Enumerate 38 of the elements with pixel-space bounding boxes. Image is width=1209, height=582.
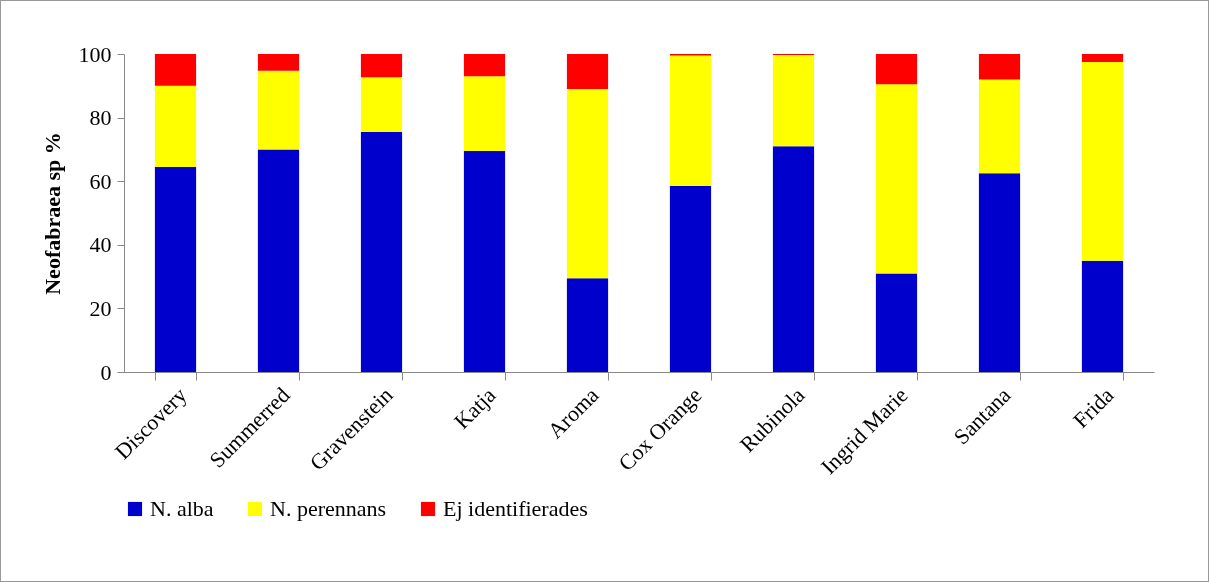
bar — [154, 54, 197, 86]
bar — [463, 54, 506, 77]
bar — [463, 76, 506, 151]
y-tick-label: 80 — [89, 105, 112, 131]
bar — [978, 79, 1021, 174]
bar — [1081, 54, 1124, 62]
bar — [360, 54, 403, 78]
y-tick-label: 0 — [100, 359, 112, 385]
y-axis-title: Neofabraea sp % — [39, 132, 65, 295]
bar — [772, 146, 815, 372]
legend-label: N. alba — [150, 496, 214, 521]
y-tick-label: 100 — [78, 41, 112, 67]
bar — [566, 54, 609, 89]
bar — [257, 149, 300, 372]
bar — [669, 55, 712, 186]
bar — [463, 150, 506, 372]
bar — [875, 54, 918, 85]
bar — [257, 70, 300, 150]
bar — [257, 54, 300, 71]
legend-label: N. perennans — [270, 496, 387, 521]
y-tick-label: 60 — [89, 168, 112, 194]
bar — [360, 77, 403, 132]
bar — [566, 88, 609, 279]
bar — [875, 273, 918, 372]
bar — [978, 173, 1021, 372]
bar — [566, 278, 609, 372]
bar — [154, 166, 197, 372]
bar — [669, 185, 712, 372]
bar — [875, 84, 918, 274]
bar — [978, 54, 1021, 80]
legend-label: Ej identifierades — [443, 496, 588, 521]
bar — [360, 131, 403, 372]
bar — [154, 85, 197, 167]
y-tick-label: 40 — [89, 232, 112, 258]
bar — [772, 54, 815, 147]
bar — [1081, 260, 1124, 372]
bar — [1081, 61, 1124, 261]
y-tick-label: 20 — [89, 295, 112, 321]
